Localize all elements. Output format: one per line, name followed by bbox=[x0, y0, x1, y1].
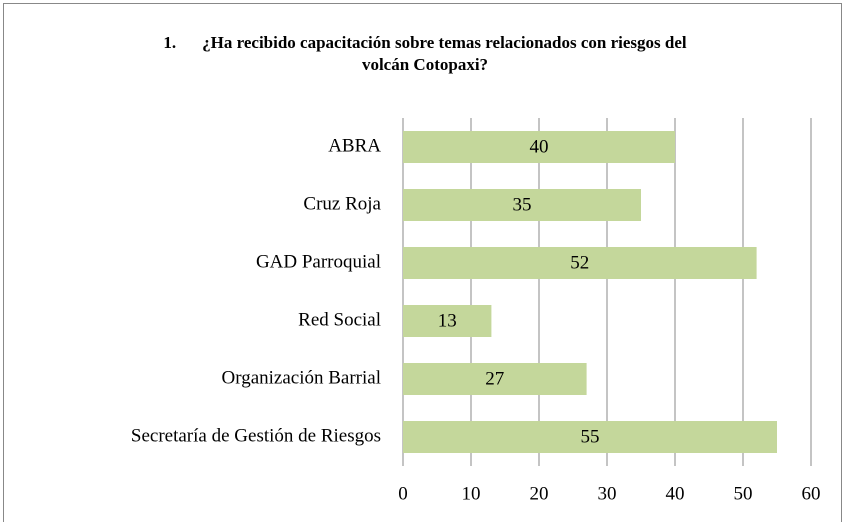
x-tick-label: 40 bbox=[666, 483, 685, 504]
y-tick-label: ABRA bbox=[328, 135, 381, 156]
x-tick-label: 20 bbox=[530, 483, 549, 504]
data-label: 27 bbox=[485, 368, 504, 389]
question-number: 1. bbox=[163, 33, 177, 52]
bar bbox=[403, 305, 492, 337]
bar bbox=[403, 421, 777, 453]
y-tick-label: Cruz Roja bbox=[303, 193, 381, 214]
bar bbox=[403, 189, 641, 221]
chart-title-box: 1. ¿Ha recibido capacitación sobre temas … bbox=[140, 32, 710, 76]
y-tick-label: Secretaría de Gestión de Riesgos bbox=[131, 425, 381, 446]
data-label: 13 bbox=[438, 310, 457, 331]
data-label: 35 bbox=[513, 194, 532, 215]
bar bbox=[403, 247, 757, 279]
x-tick-label: 30 bbox=[598, 483, 617, 504]
data-label: 55 bbox=[581, 426, 600, 447]
y-tick-label: Organización Barrial bbox=[222, 367, 382, 388]
data-label: 40 bbox=[530, 136, 549, 157]
bar bbox=[403, 363, 587, 395]
chart-title: ¿Ha recibido capacitación sobre temas re… bbox=[202, 33, 687, 74]
x-tick-label: 50 bbox=[734, 483, 753, 504]
bar bbox=[403, 131, 675, 163]
y-tick-label: Red Social bbox=[298, 309, 381, 330]
y-tick-label: GAD Parroquial bbox=[256, 251, 381, 272]
chart-frame bbox=[3, 3, 842, 522]
x-tick-label: 10 bbox=[462, 483, 481, 504]
x-tick-label: 60 bbox=[802, 483, 821, 504]
x-tick-label: 0 bbox=[398, 483, 408, 504]
data-label: 52 bbox=[570, 252, 589, 273]
